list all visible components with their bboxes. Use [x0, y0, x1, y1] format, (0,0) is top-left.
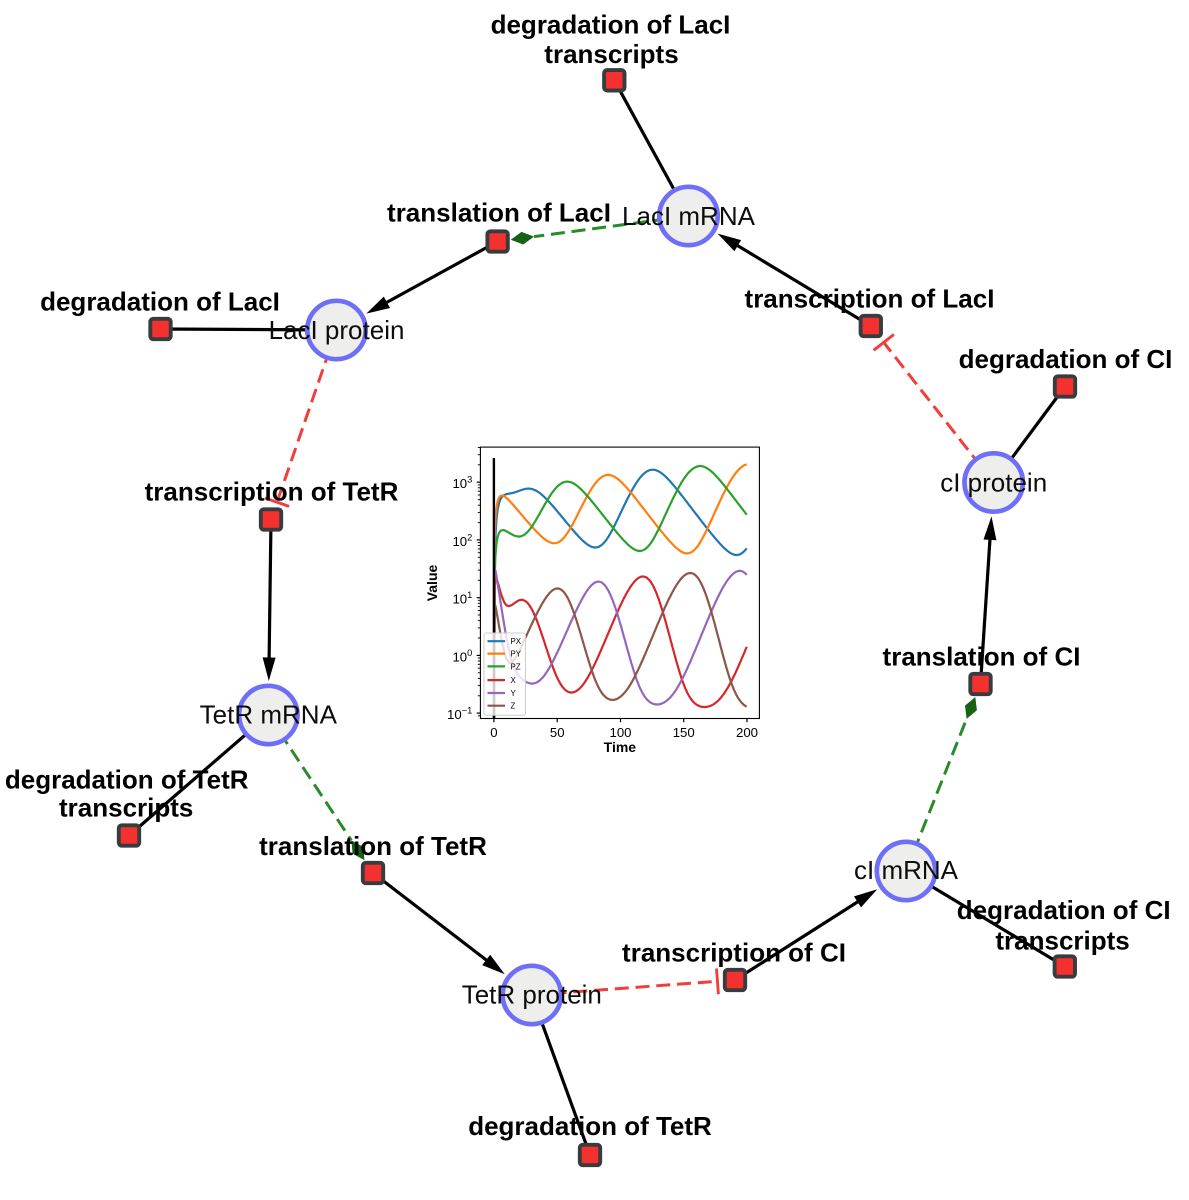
svg-text:cI mRNA: cI mRNA: [854, 855, 959, 885]
svg-text:X: X: [511, 676, 517, 685]
svg-text:transcripts: transcripts: [544, 39, 678, 69]
svg-text:degradation of TetR: degradation of TetR: [5, 764, 249, 794]
svg-text:degradation of CI: degradation of CI: [959, 344, 1173, 374]
svg-text:translation of CI: translation of CI: [883, 642, 1081, 672]
svg-text:Value: Value: [424, 565, 440, 602]
svg-text:PZ: PZ: [511, 662, 521, 671]
svg-text:transcription of TetR: transcription of TetR: [145, 477, 399, 507]
svg-text:LacI mRNA: LacI mRNA: [622, 201, 756, 231]
svg-text:transcription of LacI: transcription of LacI: [745, 284, 995, 314]
svg-text:cI protein: cI protein: [940, 468, 1047, 498]
svg-text:degradation of CI: degradation of CI: [957, 895, 1171, 925]
svg-text:Y: Y: [511, 689, 517, 698]
svg-text:TetR mRNA: TetR mRNA: [200, 700, 338, 730]
svg-text:0: 0: [490, 725, 497, 740]
svg-text:150: 150: [673, 725, 695, 740]
svg-text:50: 50: [550, 725, 565, 740]
svg-text:TetR protein: TetR protein: [462, 980, 602, 1010]
svg-text:degradation of TetR: degradation of TetR: [468, 1111, 712, 1141]
svg-text:degradation of LacI: degradation of LacI: [491, 10, 731, 40]
svg-text:transcripts: transcripts: [59, 792, 193, 822]
svg-text:LacI protein: LacI protein: [269, 315, 405, 345]
svg-text:transcription of CI: transcription of CI: [622, 938, 846, 968]
svg-text:PY: PY: [511, 650, 522, 659]
svg-text:200: 200: [736, 725, 758, 740]
svg-text:translation of TetR: translation of TetR: [259, 831, 487, 861]
svg-text:translation of LacI: translation of LacI: [387, 198, 611, 228]
svg-text:100: 100: [609, 725, 631, 740]
svg-text:PX: PX: [511, 637, 522, 646]
svg-text:transcripts: transcripts: [995, 926, 1129, 956]
svg-text:Time: Time: [604, 739, 637, 755]
svg-text:Z: Z: [511, 702, 516, 711]
svg-text:degradation of LacI: degradation of LacI: [40, 287, 280, 317]
